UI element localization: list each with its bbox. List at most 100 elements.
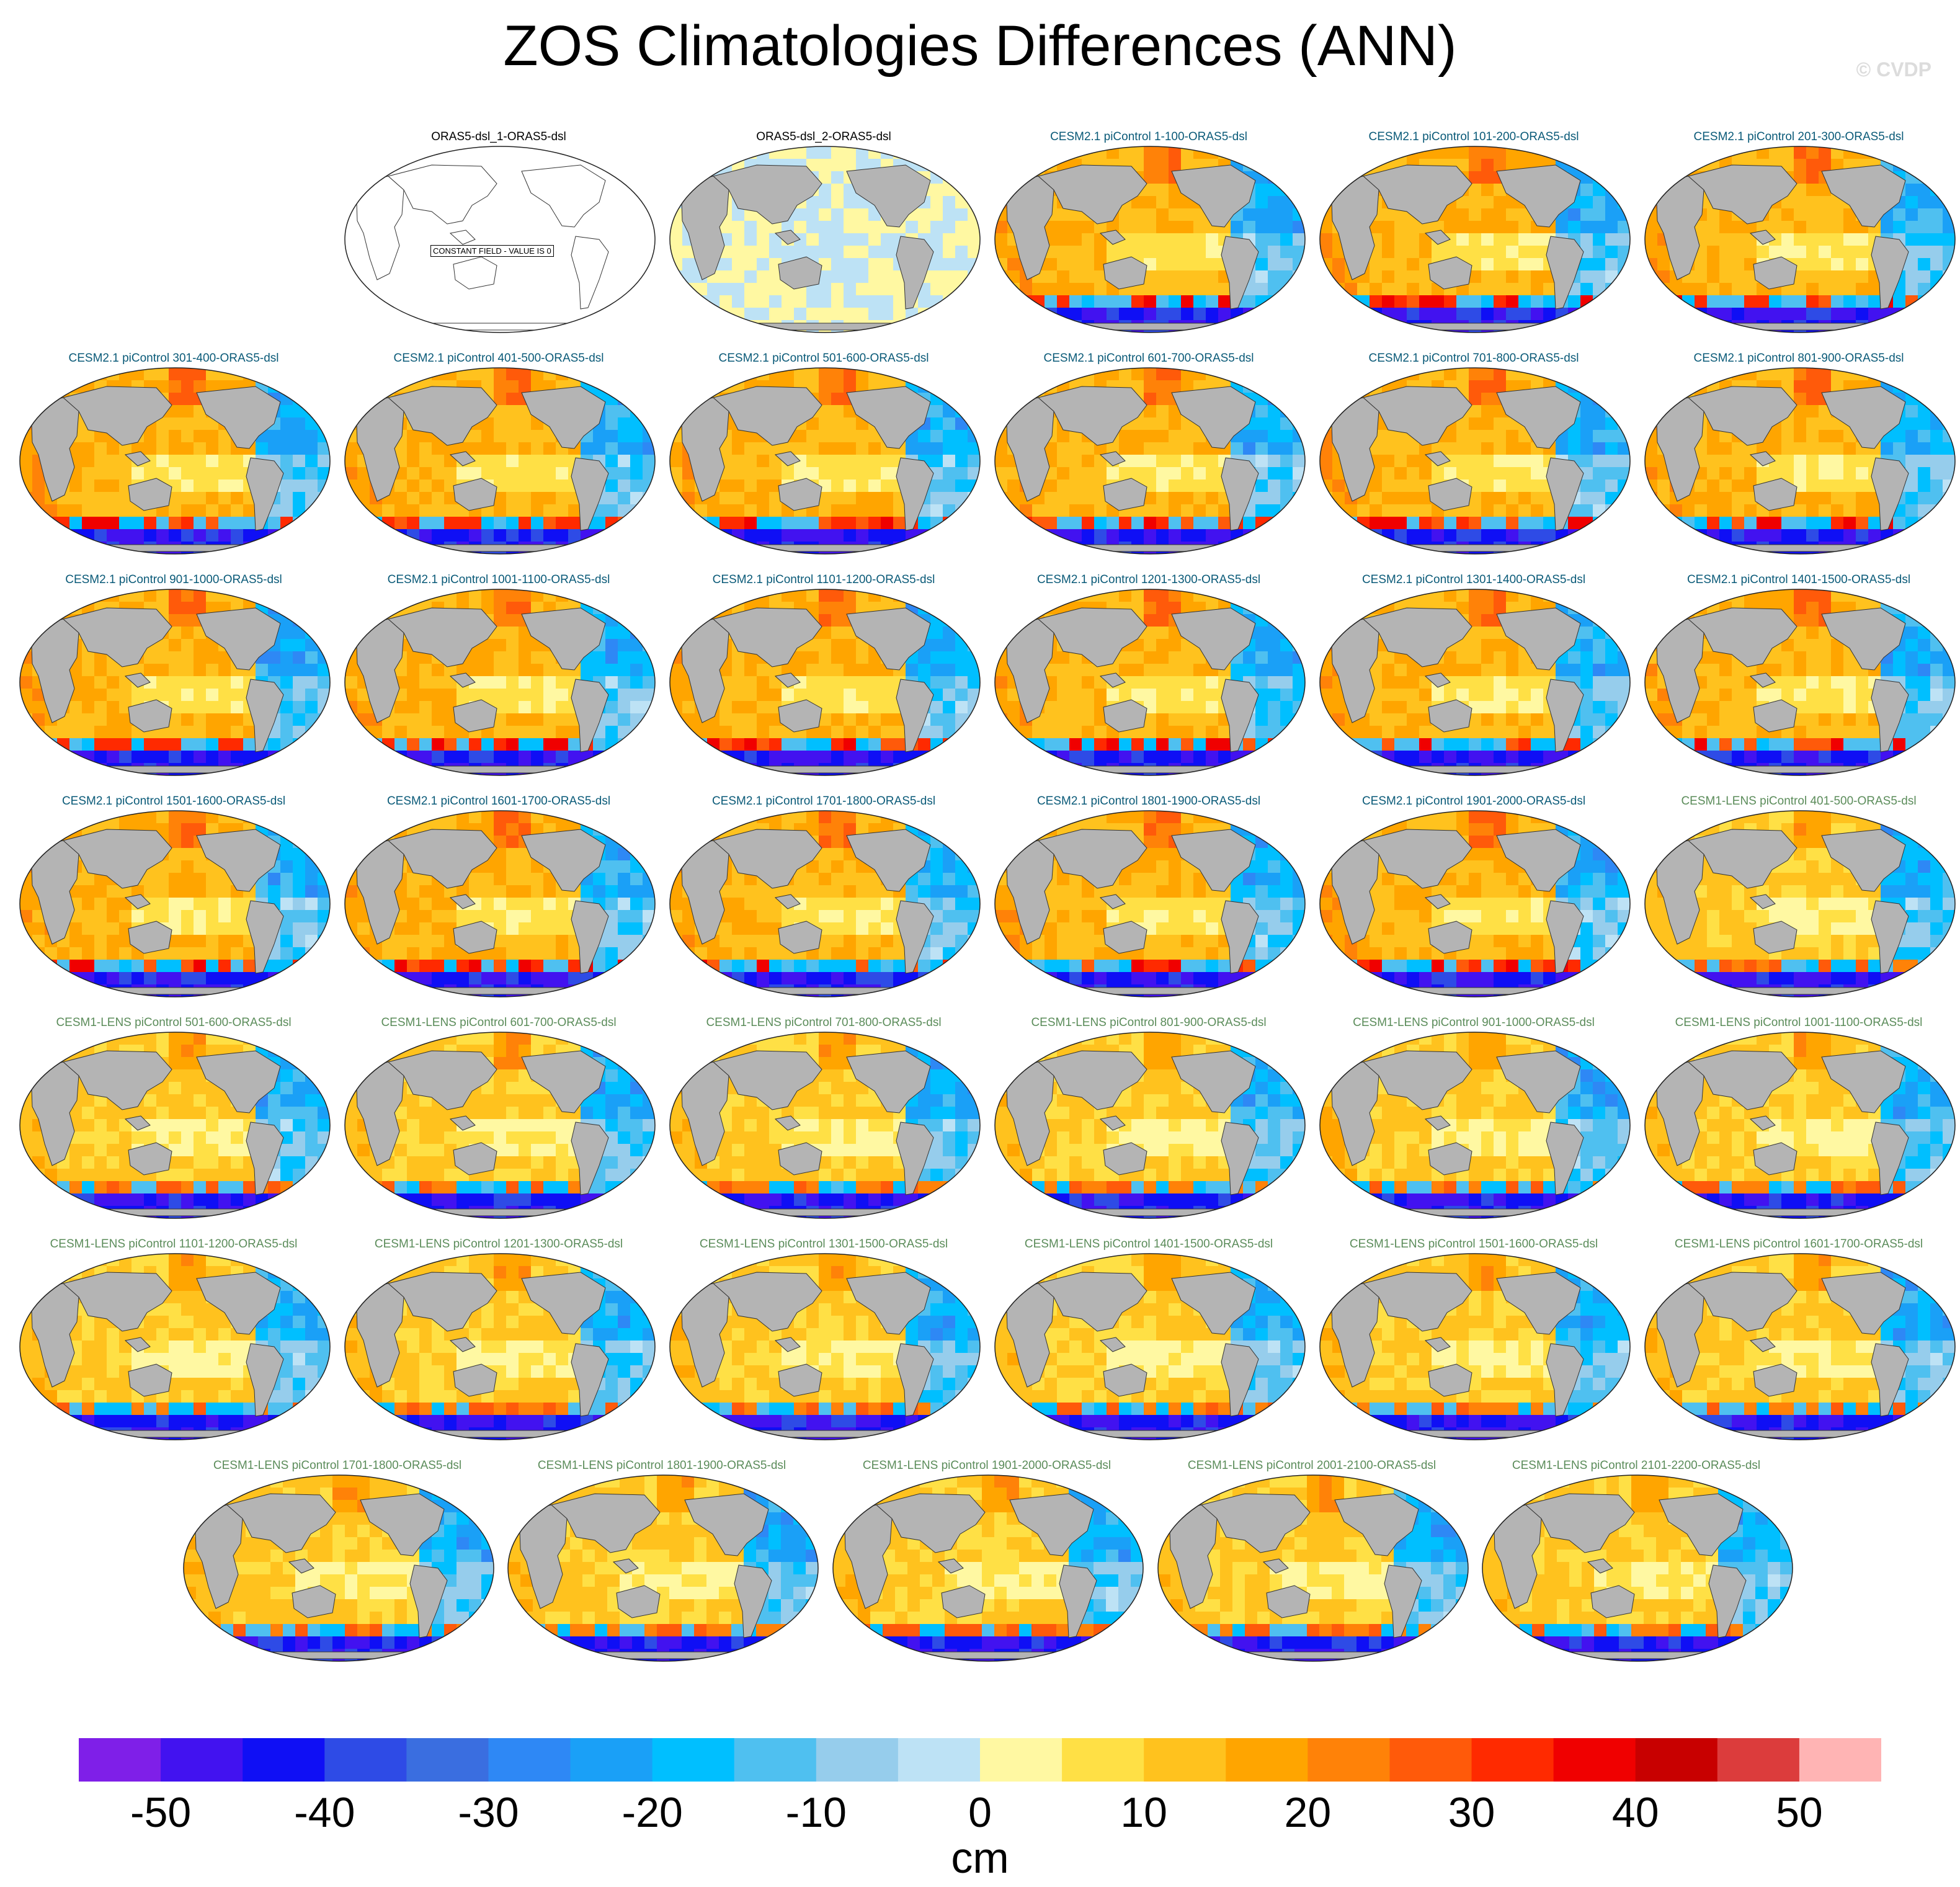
field-cell (1419, 295, 1432, 308)
field-cell (1794, 208, 1807, 221)
field-cell (1119, 246, 1132, 259)
field-cell (1695, 159, 1708, 172)
field-cell (968, 455, 980, 468)
field-cell (394, 589, 408, 602)
field-cell (1082, 542, 1095, 554)
field-cell (531, 467, 544, 480)
field-cell (856, 295, 869, 308)
field-cell (831, 430, 844, 443)
field-cell (1819, 221, 1832, 234)
field-cell (531, 689, 544, 702)
field-cell (1156, 258, 1169, 271)
field-cell (1682, 308, 1695, 321)
field-cell (930, 676, 943, 689)
field-cell (1657, 246, 1670, 259)
field-cell (305, 405, 318, 418)
field-cell (194, 380, 207, 393)
field-cell (844, 246, 857, 259)
field-cell (506, 627, 519, 640)
field-cell (218, 676, 231, 689)
field-cell (819, 405, 832, 418)
field-cell (955, 368, 968, 381)
field-cell (670, 184, 683, 197)
field-cell (881, 467, 894, 480)
field-cell (856, 738, 869, 751)
field-cell (1531, 504, 1544, 517)
field-cell (670, 221, 683, 234)
field-cell (231, 529, 244, 542)
field-cell (844, 283, 857, 296)
field-cell (844, 676, 857, 689)
field-cell (918, 368, 931, 381)
field-cell (1119, 430, 1132, 443)
field-cell (806, 738, 819, 751)
field-cell (293, 529, 306, 542)
field-cell (494, 405, 507, 418)
field-cell (930, 258, 943, 271)
field-cell (1819, 196, 1832, 209)
field-cell (144, 430, 157, 443)
field-cell (1469, 283, 1482, 296)
field-cell (1156, 146, 1169, 159)
field-cell (1568, 442, 1581, 455)
field-cell (955, 258, 968, 271)
field-cell (670, 258, 683, 271)
field-cell (1905, 221, 1918, 234)
field-cell (618, 738, 631, 751)
field-cell (918, 146, 931, 159)
field-cell (1494, 492, 1507, 505)
field-cell (670, 208, 683, 221)
field-cell (407, 689, 420, 702)
field-cell (1593, 171, 1606, 184)
field-cell (918, 738, 931, 751)
field-cell (1131, 368, 1144, 381)
field-cell (630, 614, 643, 627)
panel-title: CESM2.1 piControl 501-600-ORAS5-dsl (718, 352, 929, 365)
field-cell (1032, 283, 1045, 296)
field-cell (1893, 208, 1906, 221)
field-cell (995, 455, 1008, 468)
field-cell (1444, 368, 1457, 381)
field-cell (1144, 417, 1157, 430)
field-cell (1069, 233, 1082, 246)
field-cell (1370, 258, 1383, 271)
field-cell (268, 430, 281, 443)
field-cell (1605, 196, 1618, 209)
field-cell (995, 283, 1008, 296)
field-cell (1707, 517, 1720, 530)
field-cell (893, 283, 906, 296)
field-cell (844, 221, 857, 234)
field-cell (419, 726, 432, 739)
field-cell (519, 689, 532, 702)
field-cell (1732, 504, 1745, 517)
field-cell (1794, 146, 1807, 159)
field-cell (744, 492, 757, 505)
field-cell (1020, 529, 1033, 542)
field-cell (1169, 308, 1182, 321)
field-cell (881, 320, 894, 332)
field-cell (1231, 320, 1244, 332)
field-cell (218, 529, 231, 542)
field-cell (82, 504, 95, 517)
field-cell (955, 664, 968, 677)
field-cell (1918, 504, 1931, 517)
field-cell (1020, 517, 1033, 530)
field-cell (469, 529, 482, 542)
field-cell (280, 589, 293, 602)
field-cell (1481, 504, 1494, 517)
continent-outline (706, 323, 944, 331)
field-cell (1695, 295, 1708, 308)
field-cell (305, 542, 318, 554)
field-cell (955, 455, 968, 468)
field-cell (868, 517, 881, 530)
field-cell (568, 529, 581, 542)
field-cell (1057, 504, 1070, 517)
field-cell (643, 726, 655, 739)
field-cell (394, 542, 408, 554)
field-cell (630, 589, 643, 602)
field-cell (893, 726, 906, 739)
field-cell (1506, 283, 1519, 296)
field-cell (695, 726, 708, 739)
field-cell (1243, 442, 1256, 455)
field-cell (506, 380, 519, 393)
